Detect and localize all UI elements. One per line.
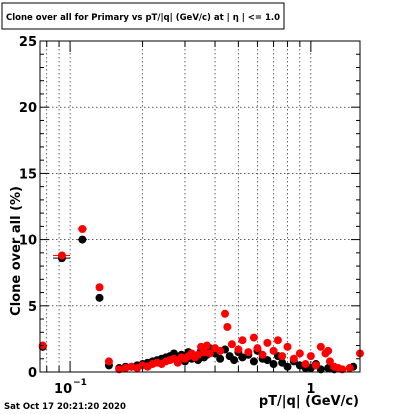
data-point	[278, 352, 287, 361]
x-tick-exponent: −1	[73, 378, 87, 388]
data-point	[221, 309, 230, 318]
y-tick-labels: 0 5 10 15 20 25	[19, 35, 37, 381]
data-point	[269, 360, 278, 369]
data-point	[78, 225, 87, 234]
data-point	[283, 342, 292, 351]
data-point	[289, 354, 298, 363]
data-point	[311, 361, 320, 370]
axis-ticks	[40, 40, 360, 373]
grid	[40, 41, 360, 372]
y-tick-label: 20	[19, 101, 37, 116]
data-point	[95, 283, 104, 292]
data-point	[253, 344, 262, 353]
data-point	[263, 356, 272, 365]
x-tick-labels: 10 −1 1	[54, 378, 315, 397]
plot-frame	[39, 40, 361, 373]
data-point	[238, 336, 247, 345]
series-1	[38, 225, 364, 374]
data-point	[121, 364, 130, 373]
data-point	[258, 350, 267, 359]
timestamp: Sat Oct 17 20:21:20 2020	[4, 402, 126, 412]
data-point	[325, 357, 334, 366]
y-tick-label: 10	[19, 234, 37, 249]
data-point	[306, 352, 315, 361]
data-point	[223, 322, 232, 331]
title-box	[1, 2, 285, 30]
data-point	[249, 357, 258, 366]
chart-title: Clone over all for Primary vs pT/|q| (Ge…	[6, 13, 280, 23]
data-point	[216, 354, 225, 363]
y-tick-label: 5	[28, 300, 37, 315]
data-point	[273, 336, 282, 345]
data-point	[230, 356, 239, 365]
data-point	[345, 364, 354, 373]
data-point	[295, 349, 304, 358]
data-point	[324, 346, 333, 355]
data-point	[301, 360, 310, 369]
data-point	[95, 293, 104, 302]
y-axis-title: Clone over all (%)	[9, 186, 24, 316]
data-point	[234, 345, 243, 354]
data-point	[104, 357, 113, 366]
x-tick-label: 10	[54, 382, 72, 397]
x-axis-title: pT/|q| (GeV/c)	[259, 394, 359, 409]
data-points	[38, 225, 364, 374]
data-point	[115, 365, 124, 374]
data-point	[57, 251, 66, 260]
data-point	[227, 340, 236, 349]
data-point	[324, 364, 333, 373]
data-point	[216, 346, 225, 355]
y-tick-label: 0	[28, 366, 37, 381]
data-point	[194, 350, 203, 359]
data-point	[205, 349, 214, 358]
data-point	[244, 348, 253, 357]
data-point	[338, 365, 347, 374]
data-point	[269, 346, 278, 355]
x-tick-label: 1	[306, 382, 315, 397]
data-point	[316, 342, 325, 351]
data-point	[263, 338, 272, 347]
data-point	[202, 341, 211, 350]
data-point	[249, 333, 258, 342]
data-point	[78, 235, 87, 244]
y-tick-label: 25	[19, 35, 37, 50]
y-tick-label: 15	[19, 167, 37, 182]
